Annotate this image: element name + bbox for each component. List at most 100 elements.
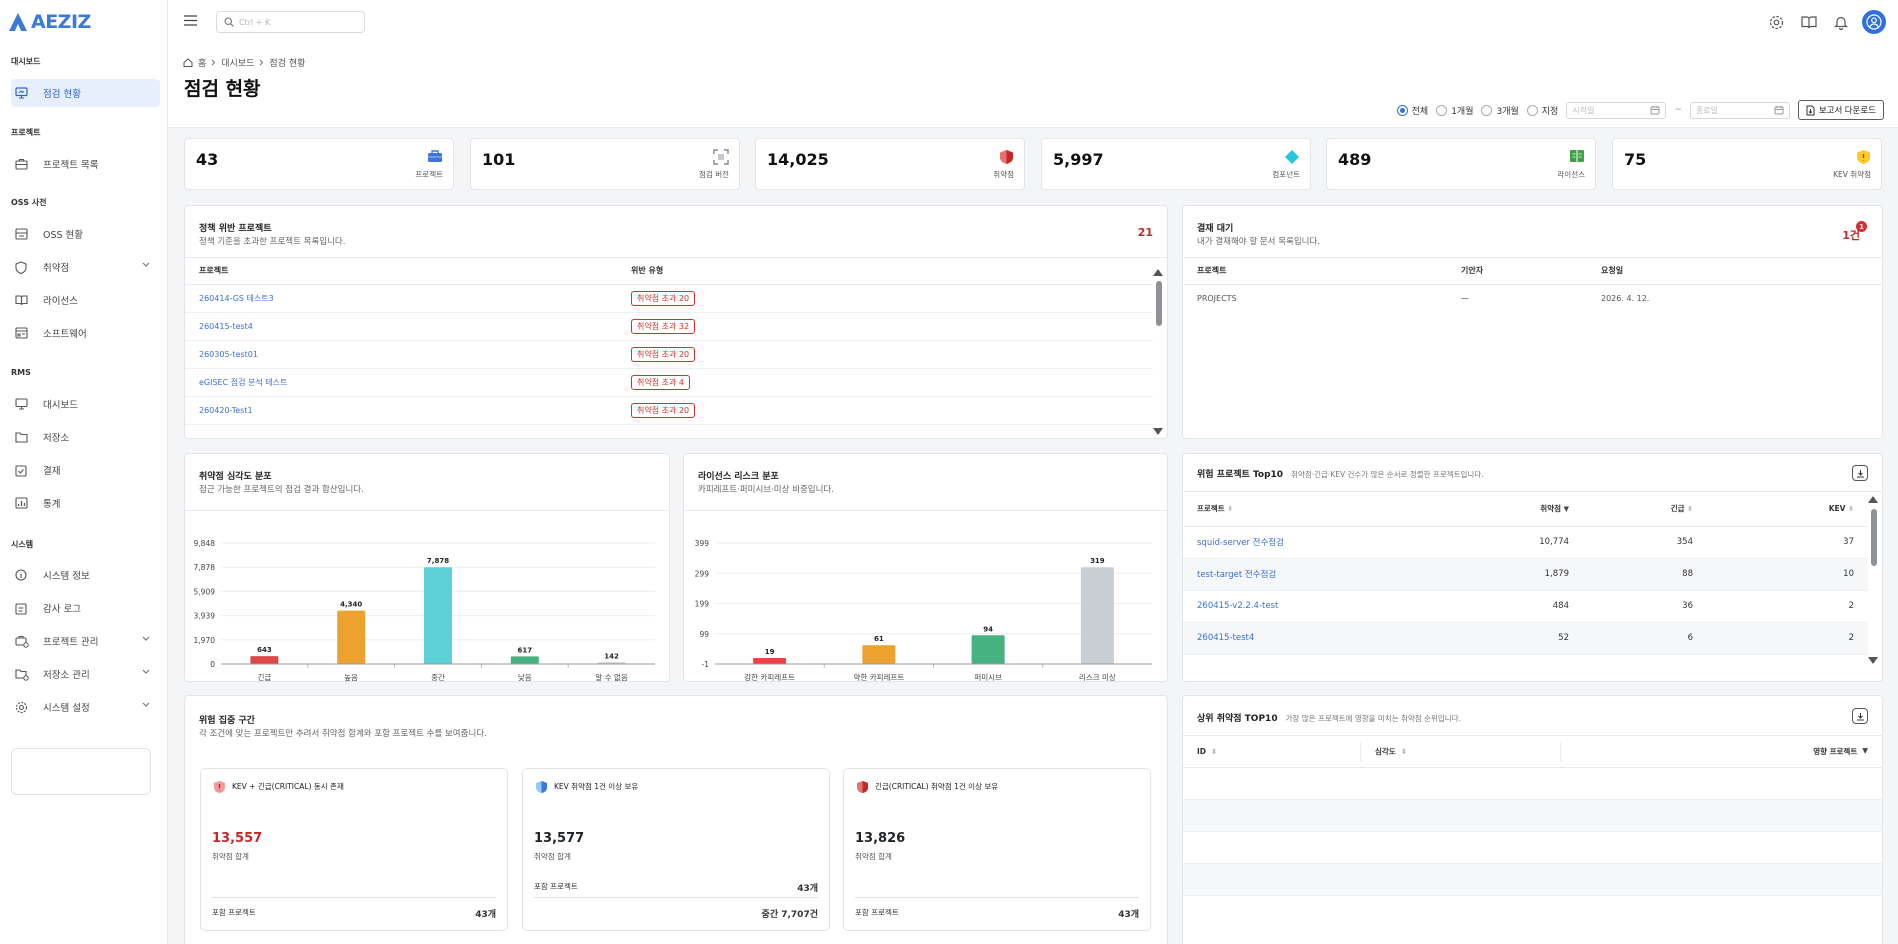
kpi-card-kev[interactable]: 75 KEV 취약점 [1612,138,1882,190]
sidebar-item-label: OSS 현황 [43,230,84,241]
bar[interactable] [424,567,452,664]
breadcrumb-dashboard[interactable]: 대시보드 [221,59,255,69]
project-link[interactable]: test-target 전수점검 [1197,570,1277,580]
search-input[interactable]: Ctrl + K [216,11,365,33]
table-row[interactable]: PROJECTS — 2026. 4. 12. [1183,284,1882,312]
table-row[interactable]: 260415-test4 52 6 2 [1183,622,1868,655]
sidebar-item-project-list[interactable]: 프로젝트 목록 [11,150,160,178]
period-1month-radio[interactable]: 1개월 [1436,104,1473,117]
sidebar-item-license[interactable]: 라이선스 [11,286,160,314]
table-row [1183,864,1882,896]
risk-zone-critical[interactable]: 긴급(CRITICAL) 취약점 1건 이상 보유 13,826 취약점 합계 … [843,768,1151,931]
project-link[interactable]: 260305-test01 [199,349,258,359]
topbar: Ctrl + K [168,0,1898,44]
kpi-label: 취약점 [993,170,1014,179]
end-date-input[interactable]: 종료일 [1689,101,1790,119]
sidebar-item-system-settings[interactable]: 시스템 설정 [11,693,160,721]
table-row[interactable]: eGISEC 점검 분석 테스트 취약점 초과 4 [185,368,1153,397]
notifications-button[interactable] [1830,10,1851,34]
sidebar-item-repository-management[interactable]: 저장소 관리 [11,660,160,688]
column-header-kev[interactable]: KEV ⬍ [1707,492,1868,527]
project-link[interactable]: 260420-Test1 [199,405,253,415]
card-title: 위험 집중 구간 [199,716,255,726]
bar[interactable] [250,656,279,664]
user-icon [1866,14,1882,30]
column-header-project[interactable]: 프로젝트 ⬍ [1183,492,1483,527]
table-row[interactable]: 260415-test4 취약점 초과 32 [185,312,1153,341]
project-link[interactable]: 260415-v2.2.4-test [1197,601,1279,611]
kpi-card-vulnerabilities[interactable]: 14,025 취약점 [755,138,1025,190]
bar[interactable] [862,645,896,664]
scrollbar-thumb[interactable] [1156,281,1162,326]
scrollbar-thumb[interactable] [1871,509,1877,566]
project-link[interactable]: 260415-test4 [199,321,253,331]
period-3month-radio[interactable]: 3개월 [1481,104,1519,117]
column-header-date[interactable]: 요청일 [1587,258,1882,285]
kpi-card-projects[interactable]: 43 프로젝트 [184,138,454,190]
card-title: 정책 위반 프로젝트 [199,224,272,234]
manual-button[interactable] [1798,10,1819,34]
table-row[interactable]: 260420-Test1 취약점 초과 20 [185,396,1153,425]
sidebar-section-system: 시스템 [11,540,34,549]
sidebar-item-approval[interactable]: 결재 [11,456,160,484]
project-link[interactable]: 260415-test4 [1197,633,1255,643]
kpi-card-components[interactable]: 5,997 컴포넌트 [1041,138,1311,190]
table-row[interactable]: 260305-test01 취약점 초과 20 [185,340,1153,369]
zone-value-label: 취약점 합계 [212,852,249,861]
bar[interactable] [510,656,539,664]
sidebar-item-repository[interactable]: 저장소 [11,423,160,451]
download-button[interactable] [1852,708,1868,724]
sidebar-item-project-management[interactable]: 프로젝트 관리 [11,627,160,655]
scroll-down-button[interactable] [1868,657,1878,664]
bar[interactable] [753,657,787,664]
start-date-input[interactable]: 시작일 [1566,101,1667,119]
column-header-affected-projects[interactable]: 영향 프로젝트 ▼ [1561,746,1882,757]
scroll-up-button[interactable] [1153,269,1163,276]
scroll-up-button[interactable] [1868,496,1878,503]
risk-zone-kev-critical[interactable]: KEV + 긴급(CRITICAL) 동시 존재 13,557 취약점 합계 포… [200,768,508,931]
period-custom-radio[interactable]: 지정 [1526,104,1558,117]
project-link[interactable]: eGISEC 점검 분석 테스트 [199,377,288,387]
sidebar-item-audit-log[interactable]: 감사 로그 [11,594,160,622]
table-row[interactable]: test-target 전수점검 1,879 88 10 [1183,558,1868,591]
column-header-vuln[interactable]: 취약점 ▼ [1483,492,1583,527]
project-link[interactable]: squid-server 전수점검 [1197,538,1284,548]
column-header-severity[interactable]: 심각도 ⬍ [1361,741,1561,762]
table-row[interactable]: squid-server 전수점검 10,774 354 37 [1183,526,1868,559]
kpi-card-inspection-versions[interactable]: 101 점검 버전 [470,138,740,190]
bar[interactable] [337,610,366,664]
scan-icon [713,149,729,165]
risk-zone-kev[interactable]: KEV 취약점 1건 이상 보유 13,577 취약점 합계 포함 프로젝트 43… [522,768,830,931]
sidebar-item-statistics[interactable]: 통계 [11,489,160,517]
column-header-drafter[interactable]: 기안자 [1447,258,1587,285]
column-header-project[interactable]: 프로젝트 [185,258,617,285]
period-all-radio[interactable]: 전체 [1396,104,1428,117]
table-row[interactable]: 260414-GS 테스트3 취약점 초과 20 [185,284,1153,313]
table-row[interactable]: 260415-v2.2.4-test 484 36 2 [1183,590,1868,623]
sidebar-item-oss-status[interactable]: OSS 현황 [11,220,160,248]
table-row [1183,800,1882,832]
column-header-violation[interactable]: 위반 유형 [617,258,1153,285]
column-header-id[interactable]: ID ⬍ [1183,741,1361,762]
sidebar-item-label: 저장소 [43,433,70,444]
sidebar-item-system-info[interactable]: 시스템 정보 [11,561,160,589]
kpi-card-licenses[interactable]: 489 라이선스 [1326,138,1596,190]
column-header-critical[interactable]: 긴급 ⬍ [1583,492,1707,527]
report-download-button[interactable]: 보고서 다운로드 [1797,100,1884,120]
zone-title: KEV + 긴급(CRITICAL) 동시 존재 [232,782,344,791]
sidebar-item-software[interactable]: 소프트웨어 [11,319,160,347]
breadcrumb-home[interactable]: 홈 [198,59,207,69]
project-link[interactable]: 260414-GS 테스트3 [199,293,274,303]
sidebar-item-inspection-status[interactable]: 점검 현황 [11,79,160,107]
scroll-down-button[interactable] [1153,428,1163,435]
download-button[interactable] [1852,465,1868,481]
bar[interactable] [971,635,1005,664]
column-header-project[interactable]: 프로젝트 [1183,258,1447,285]
sidebar-item-rms-dashboard[interactable]: 대시보드 [11,390,160,418]
brand-logo[interactable]: AEZIZ [8,11,91,33]
settings-button[interactable] [1766,10,1787,34]
bar[interactable] [1080,567,1114,664]
user-avatar-button[interactable] [1862,10,1886,34]
menu-toggle-button[interactable] [184,15,197,29]
sidebar-item-vulnerability[interactable]: 취약점 [11,253,160,281]
